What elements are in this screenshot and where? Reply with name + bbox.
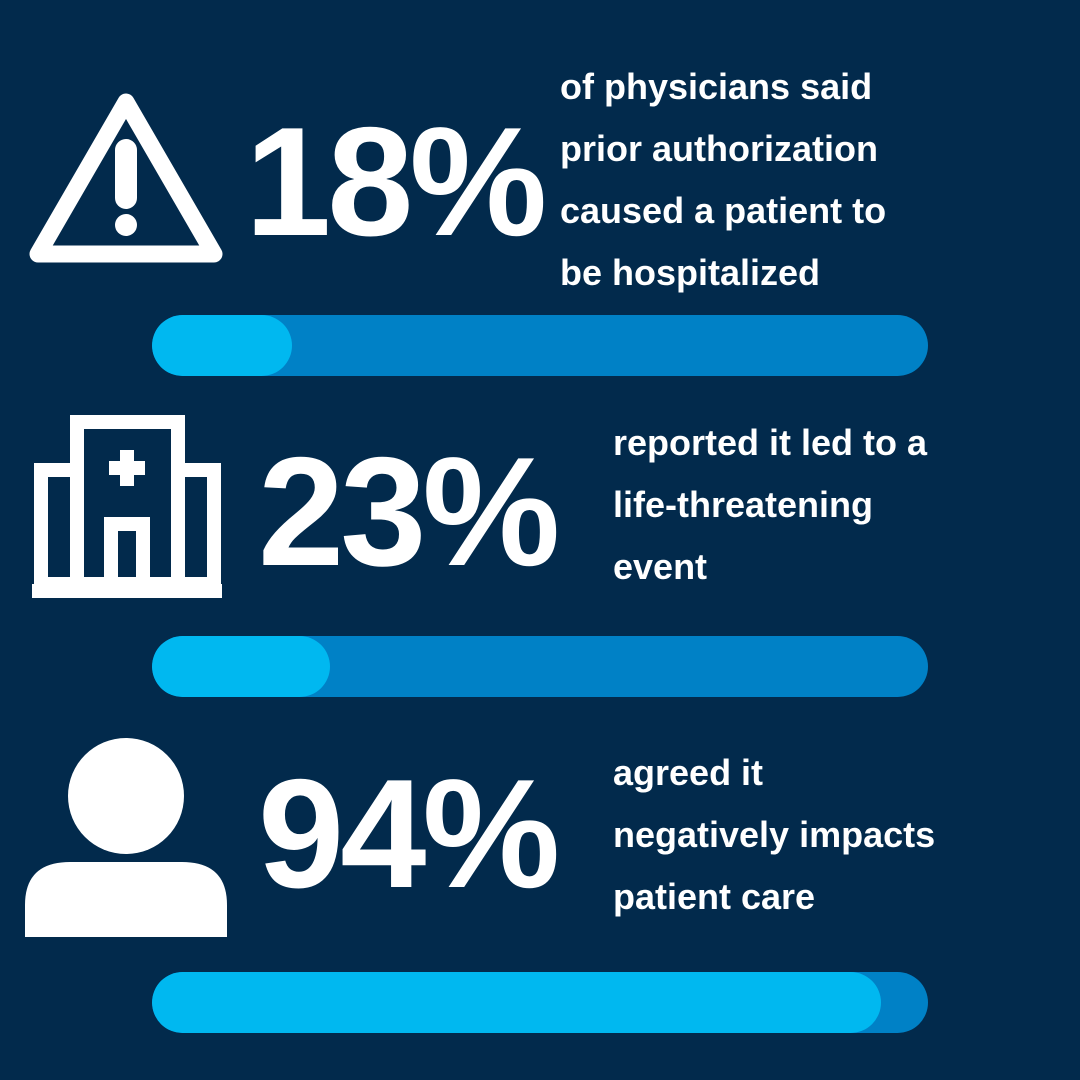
stat-value: 23% xyxy=(258,425,560,598)
bar-track xyxy=(152,636,928,697)
stat-description: agreed it negatively impacts patient car… xyxy=(613,752,936,917)
bar xyxy=(152,972,882,1033)
bar xyxy=(152,315,292,376)
person-icon xyxy=(25,738,227,937)
bar-track xyxy=(152,315,928,376)
bar-track xyxy=(152,972,928,1033)
bar xyxy=(152,636,331,697)
hospital-icon xyxy=(32,415,222,598)
icons xyxy=(25,93,227,937)
stat-description: reported it led to a life-threatening ev… xyxy=(613,422,928,587)
stat-value: 94% xyxy=(258,747,560,920)
warning-icon xyxy=(29,93,223,263)
stat-value: 18% xyxy=(245,95,547,268)
stat-description: of physicians said prior authorization c… xyxy=(560,66,887,293)
